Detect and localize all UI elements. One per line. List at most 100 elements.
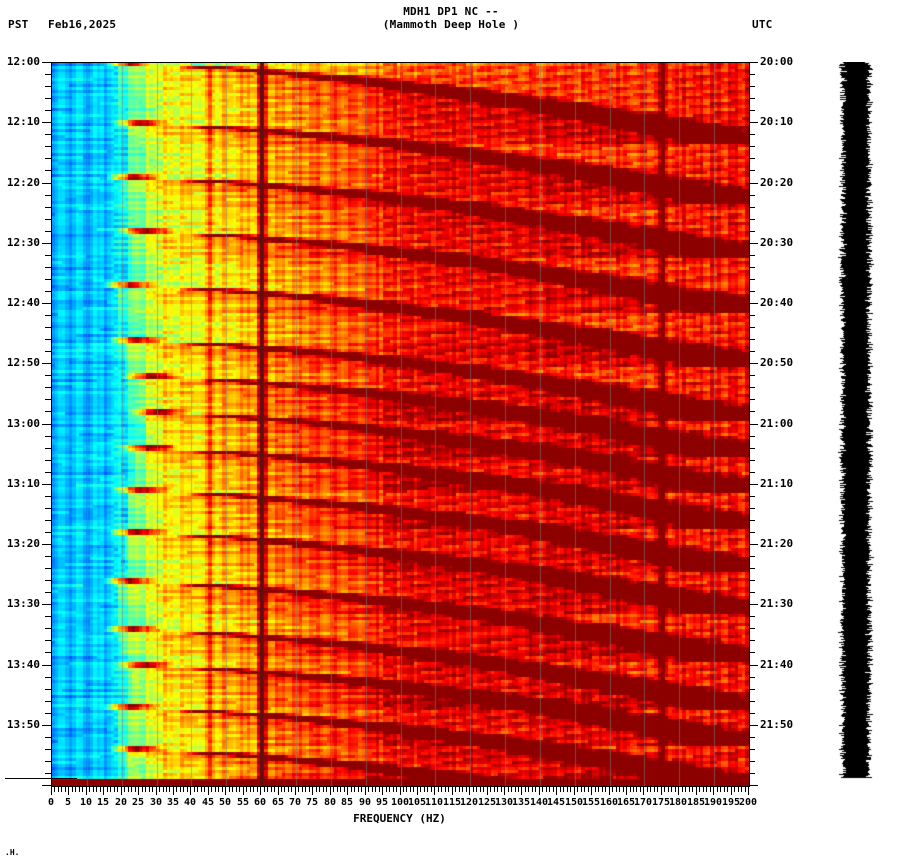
x-label-frequency: 145 [546,797,566,808]
x-tick [222,786,223,792]
x-tick [413,786,414,792]
y-tick-right [749,387,755,388]
x-tick [260,786,261,795]
y-tick-left [45,496,51,497]
x-tick [731,786,732,795]
y-tick-right [749,436,755,437]
x-tick [734,786,735,792]
y-tick-right [749,170,755,171]
x-tick [187,786,188,792]
x-tick [706,786,707,792]
x-tick [344,786,345,792]
y-tick-right [749,279,755,280]
x-tick [689,786,690,792]
spectrogram-plot[interactable] [51,62,750,787]
y-tick-left [45,86,51,87]
y-tick-right [749,604,758,605]
x-tick [156,786,157,795]
x-tick [724,786,725,792]
y-tick-left [42,604,51,605]
y-label-pst: 13:00 [6,417,40,430]
y-tick-right [749,448,755,449]
x-tick [626,786,627,795]
x-tick [208,786,209,795]
y-label-pst: 12:00 [6,55,40,68]
x-label-frequency: 170 [633,797,653,808]
y-tick-left [45,689,51,690]
x-tick [720,786,721,792]
y-tick-left [45,532,51,533]
x-tick [727,786,728,792]
y-tick-right [749,713,755,714]
x-tick [117,786,118,792]
y-tick-left [45,520,51,521]
x-label-frequency: 80 [323,797,337,808]
x-tick [65,786,66,792]
x-tick [354,786,355,792]
x-label-frequency: 15 [96,797,110,808]
x-tick [455,786,456,792]
y-tick-right [749,568,755,569]
y-tick-right [749,98,755,99]
x-tick [330,786,331,795]
y-tick-left [42,424,51,425]
x-tick [445,786,446,792]
x-tick [393,786,394,792]
x-tick [281,786,282,792]
x-tick [434,786,435,795]
x-tick [535,786,536,792]
x-tick [131,786,132,792]
x-tick [218,786,219,792]
x-tick [295,786,296,795]
y-tick-right [749,86,755,87]
x-tick [577,786,578,792]
x-tick [100,786,101,792]
x-tick [333,786,334,792]
y-label-utc: 20:20 [760,176,794,189]
y-tick-right [749,255,755,256]
y-tick-right [749,725,758,726]
x-label-frequency: 65 [271,797,285,808]
x-label-frequency: 10 [79,797,93,808]
y-label-utc: 21:10 [760,477,794,490]
x-tick [438,786,439,792]
x-label-frequency: 185 [686,797,706,808]
y-tick-right [749,399,755,400]
y-label-pst: 12:40 [6,296,40,309]
y-label-pst: 13:20 [6,537,40,550]
x-tick [114,786,115,792]
x-tick [232,786,233,792]
x-tick [82,786,83,792]
y-tick-right [749,146,755,147]
y-tick-right [749,749,755,750]
y-tick-left [45,146,51,147]
x-tick [525,786,526,792]
x-tick [546,786,547,792]
x-tick [236,786,237,792]
x-label-frequency: 125 [477,797,497,808]
y-label-pst: 13:30 [6,597,40,610]
x-tick [515,786,516,792]
y-tick-right [749,496,755,497]
x-label-frequency: 5 [64,797,72,808]
x-tick [630,786,631,792]
x-tick [267,786,268,792]
x-tick [243,786,244,795]
x-tick [379,786,380,792]
x-tick [340,786,341,792]
y-tick-right [749,195,755,196]
x-tick [487,786,488,795]
x-tick [717,786,718,792]
x-tick [204,786,205,792]
x-tick [567,786,568,792]
x-tick [588,786,589,792]
x-tick [417,786,418,795]
y-tick-right [749,628,755,629]
y-tick-left [45,568,51,569]
x-tick [636,786,637,792]
y-tick-right [749,580,755,581]
y-tick-right [749,303,758,304]
x-tick [183,786,184,792]
x-tick [197,786,198,792]
x-tick [650,786,651,792]
